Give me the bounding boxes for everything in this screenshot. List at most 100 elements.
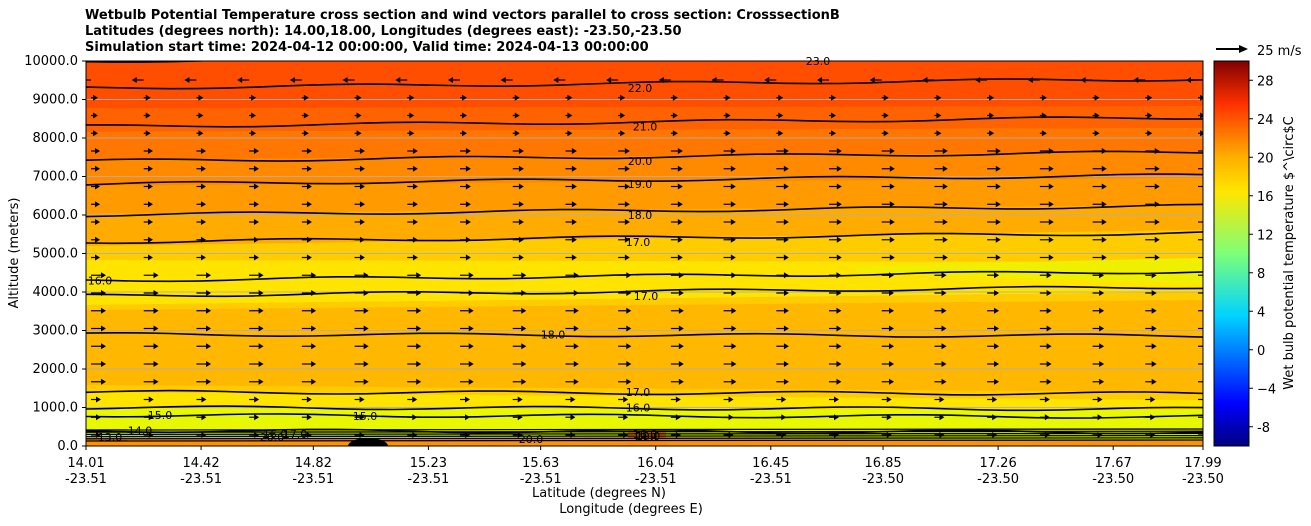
x-axis-label: Latitude (degrees N) xyxy=(532,486,666,501)
surface-contour-label: 18.0 xyxy=(633,431,658,444)
wind-arrowhead xyxy=(95,201,100,208)
wind-arrowhead xyxy=(200,219,206,225)
contour-lines xyxy=(86,61,1203,442)
wind-arrowhead xyxy=(994,378,1000,385)
wind-arrowhead xyxy=(836,219,842,225)
wind-arrowhead xyxy=(356,94,362,101)
wind-arrowhead xyxy=(941,307,947,314)
wind-arrowhead xyxy=(678,307,684,314)
contour-line xyxy=(86,270,1203,283)
wind-arrowhead xyxy=(1099,343,1105,350)
wind-arrowhead xyxy=(831,130,836,137)
wind-arrowhead xyxy=(570,396,576,403)
wind-arrowhead xyxy=(941,343,947,350)
wind-arrowhead xyxy=(731,343,737,350)
wind-arrowhead xyxy=(363,325,369,332)
wind-arrowhead xyxy=(1154,236,1160,243)
wind-arrowhead xyxy=(942,254,948,261)
wind-arrowhead xyxy=(1101,219,1107,225)
wind-arrowhead xyxy=(254,396,260,403)
wind-arrowhead xyxy=(311,307,317,314)
wind-arrowhead xyxy=(1204,308,1209,314)
contour-label: 18.0 xyxy=(541,328,566,341)
wind-arrowhead xyxy=(573,361,579,367)
wind-arrowhead xyxy=(1099,361,1105,367)
wind-arrowhead xyxy=(570,414,576,421)
x-tick-label-lon: -23.51 xyxy=(407,472,449,487)
wind-arrowhead xyxy=(836,378,842,385)
title-line-1: Wetbulb Potential Temperature cross sect… xyxy=(85,8,840,23)
wind-arrowhead xyxy=(725,130,731,137)
wind-arrowhead xyxy=(518,201,524,208)
colorbar-ticks: -8 −4 0 4 8 12 16 20 24 28 xyxy=(1249,74,1276,436)
y-axis: 0.0 1000.0 2000.0 3000.0 4000.0 5000.0 6000.0 7… xyxy=(24,54,86,454)
wind-arrowhead xyxy=(571,201,577,208)
contour-line xyxy=(86,173,1203,186)
wind-arrowhead xyxy=(521,343,527,350)
wind-arrowhead xyxy=(942,236,948,243)
wind-arrowhead xyxy=(1151,325,1157,332)
wind-arrowhead xyxy=(626,343,632,350)
wind-arrowhead xyxy=(571,183,577,190)
wind-arrowhead xyxy=(1151,378,1157,385)
wind-arrowhead xyxy=(836,201,842,208)
wind-arrowhead xyxy=(409,94,415,101)
wind-arrowhead xyxy=(836,307,842,314)
surface-contour-label: 20.0 xyxy=(519,433,544,446)
wind-arrowhead xyxy=(1203,414,1208,420)
wind-arrowhead xyxy=(567,130,573,137)
y-tick-label: 1000.0 xyxy=(33,401,79,416)
wind-arrowhead xyxy=(1208,166,1213,172)
wind-arrowhead xyxy=(409,112,415,119)
colorbar-tick-label: 20 xyxy=(1257,151,1274,166)
surface-contour-line xyxy=(86,428,1203,431)
wind-arrowhead xyxy=(518,219,524,225)
colorbar-tick-label: 28 xyxy=(1257,74,1274,89)
wind-arrowhead xyxy=(514,94,520,101)
wind-arrowhead xyxy=(200,148,206,154)
wind-arrowhead xyxy=(730,219,736,225)
wind-arrowhead xyxy=(465,396,470,403)
wind-arrowhead xyxy=(465,165,471,172)
wind-arrowhead xyxy=(678,325,684,332)
wind-arrowhead xyxy=(153,290,159,296)
wind-arrowhead xyxy=(306,414,312,421)
colorbar-label: Wet bulb potential temperature $^\circ$C xyxy=(1282,116,1297,389)
wind-arrowhead xyxy=(1046,343,1052,350)
wind-arrowhead xyxy=(93,130,98,137)
wind-arrowhead xyxy=(567,112,573,119)
wind-arrowhead xyxy=(206,290,212,296)
wind-arrowhead xyxy=(363,361,369,367)
wind-arrowhead xyxy=(1151,343,1157,350)
wind-arrowhead xyxy=(184,77,190,83)
y-tick-label: 6000.0 xyxy=(33,208,79,223)
wind-arrowhead xyxy=(626,378,632,385)
wind-arrowhead xyxy=(412,396,418,403)
wind-arrowhead xyxy=(468,325,474,332)
wind-arrowhead xyxy=(1048,165,1054,172)
wind-arrowhead xyxy=(889,201,895,208)
wind-arrowhead xyxy=(553,77,559,83)
wind-arrowhead xyxy=(153,361,159,367)
wind-arrowhead xyxy=(624,148,630,154)
wind-arrowhead xyxy=(573,325,579,332)
wind-arrowhead xyxy=(1200,130,1203,137)
wind-arrowhead xyxy=(995,201,1001,208)
wind-arrowhead xyxy=(359,165,365,172)
surface-contour-line xyxy=(86,434,1203,438)
wind-arrowhead xyxy=(1099,378,1105,385)
x-axis: 14.01-23.5114.42-23.5114.82-23.5115.23-2… xyxy=(65,446,1224,487)
wind-arrowhead xyxy=(462,130,467,137)
wind-arrowhead xyxy=(303,112,309,119)
y-tick-label: 8000.0 xyxy=(33,131,79,146)
wind-arrowhead xyxy=(311,325,317,332)
wind-arrowhead xyxy=(995,236,1001,243)
wind-arrowhead xyxy=(1204,290,1209,296)
wind-arrowhead xyxy=(730,254,736,261)
wind-arrowhead xyxy=(992,396,998,403)
wind-arrowhead xyxy=(778,112,784,119)
wind-arrowhead xyxy=(1044,396,1050,403)
wind-arrowhead xyxy=(725,112,731,119)
wind-arrowhead xyxy=(448,77,453,83)
wind-arrowhead xyxy=(1099,290,1105,296)
